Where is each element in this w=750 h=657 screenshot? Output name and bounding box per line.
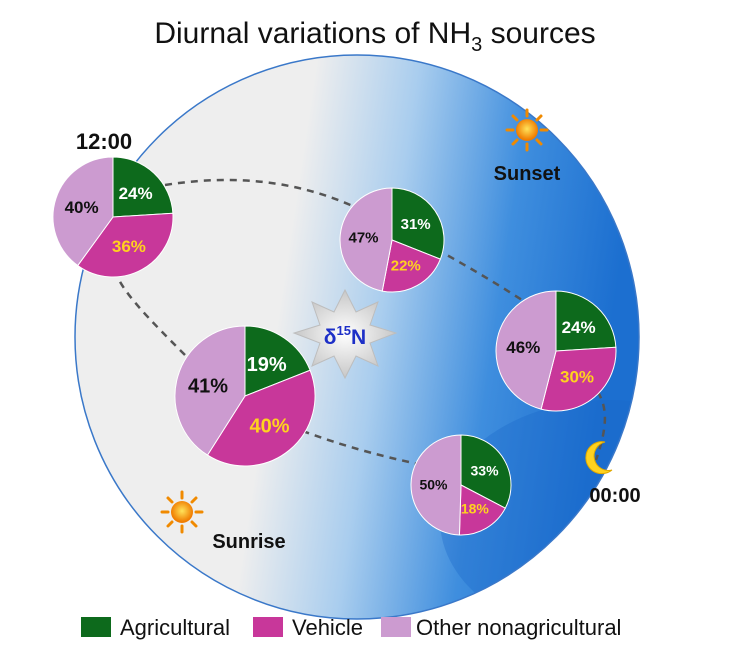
pie-night-label-other-nonagricultural: 50% (419, 476, 448, 492)
title: Diurnal variations of NH3 sources (154, 17, 595, 56)
legend-label-agricultural: Agricultural (120, 615, 230, 640)
pie-evening-label-other-nonagricultural: 46% (506, 338, 540, 357)
pie-night-label-vehicle: 18% (461, 501, 490, 517)
pie-morning-label-agricultural: 19% (247, 354, 287, 376)
pie-afternoon-label-other-nonagricultural: 47% (349, 230, 379, 247)
sky-disc (74, 54, 640, 620)
pie-afternoon-slice-other-nonagricultural (339, 187, 393, 292)
pie-evening-slice-agricultural (555, 290, 617, 352)
sunset-label: Sunset (494, 163, 561, 185)
pie-noon-label-agricultural: 24% (119, 184, 153, 203)
delta15n-label: δ15N (324, 323, 366, 349)
moon-icon (585, 441, 613, 475)
pie-night-slice-other-nonagricultural (410, 434, 462, 536)
pie-evening-slice-other-nonagricultural (495, 290, 557, 410)
sunset-sun-icon (505, 108, 549, 152)
pie-morning-label-other-nonagricultural: 41% (188, 375, 228, 397)
pie-morning-slice-other-nonagricultural (174, 325, 246, 456)
legend-swatch-agricultural (81, 617, 111, 637)
pie-morning-slice-vehicle (206, 369, 316, 467)
midnight-time-label: 00:00 (589, 485, 640, 507)
pie-night-slice-vehicle (458, 484, 506, 536)
pie-noon-label-vehicle: 36% (112, 237, 146, 256)
pie-afternoon: 31% 22% 47% (339, 187, 445, 293)
pie-evening-slice-vehicle (540, 346, 617, 412)
pie-morning-slice-agricultural (244, 325, 311, 397)
pie-morning-label-vehicle: 40% (250, 416, 290, 438)
legend: Agricultural Vehicle Other nonagricultur… (81, 615, 621, 640)
delta15n-burst: δ15N (292, 288, 398, 380)
legend-label-other-nonagricultural: Other nonagricultural (416, 615, 621, 640)
pie-evening-label-vehicle: 30% (560, 367, 594, 386)
pie-evening: 24% 30% 46% (495, 290, 617, 412)
sunrise-label: Sunrise (212, 531, 285, 553)
pie-evening-label-agricultural: 24% (562, 318, 596, 337)
legend-swatch-other-nonagricultural (381, 617, 411, 637)
pie-noon: 24% 36% 40% (52, 156, 174, 278)
legend-label-vehicle: Vehicle (292, 615, 363, 640)
pie-night-label-agricultural: 33% (471, 463, 500, 479)
pie-afternoon-slice-agricultural (391, 187, 445, 260)
pie-afternoon-slice-vehicle (381, 239, 441, 293)
pie-morning: 19% 40% 41% (174, 325, 316, 467)
pie-noon-slice-other-nonagricultural (52, 156, 114, 267)
pie-night: 33% 18% 50% (410, 434, 512, 536)
noon-time-label: 12:00 (76, 129, 132, 154)
pie-night-slice-agricultural (460, 434, 512, 509)
legend-swatch-vehicle (253, 617, 283, 637)
pie-afternoon-label-agricultural: 31% (401, 216, 431, 233)
pie-charts: 24% 36% 40% 31% 22% 47% 24% 30% 46% 33% 18% 50% 19% 4… (52, 156, 617, 536)
pie-noon-slice-agricultural (112, 156, 174, 218)
sunrise-sun-icon (160, 490, 204, 534)
pie-noon-label-other-nonagricultural: 40% (65, 198, 99, 217)
pie-afternoon-label-vehicle: 22% (391, 257, 421, 274)
pie-noon-slice-vehicle (77, 212, 174, 278)
